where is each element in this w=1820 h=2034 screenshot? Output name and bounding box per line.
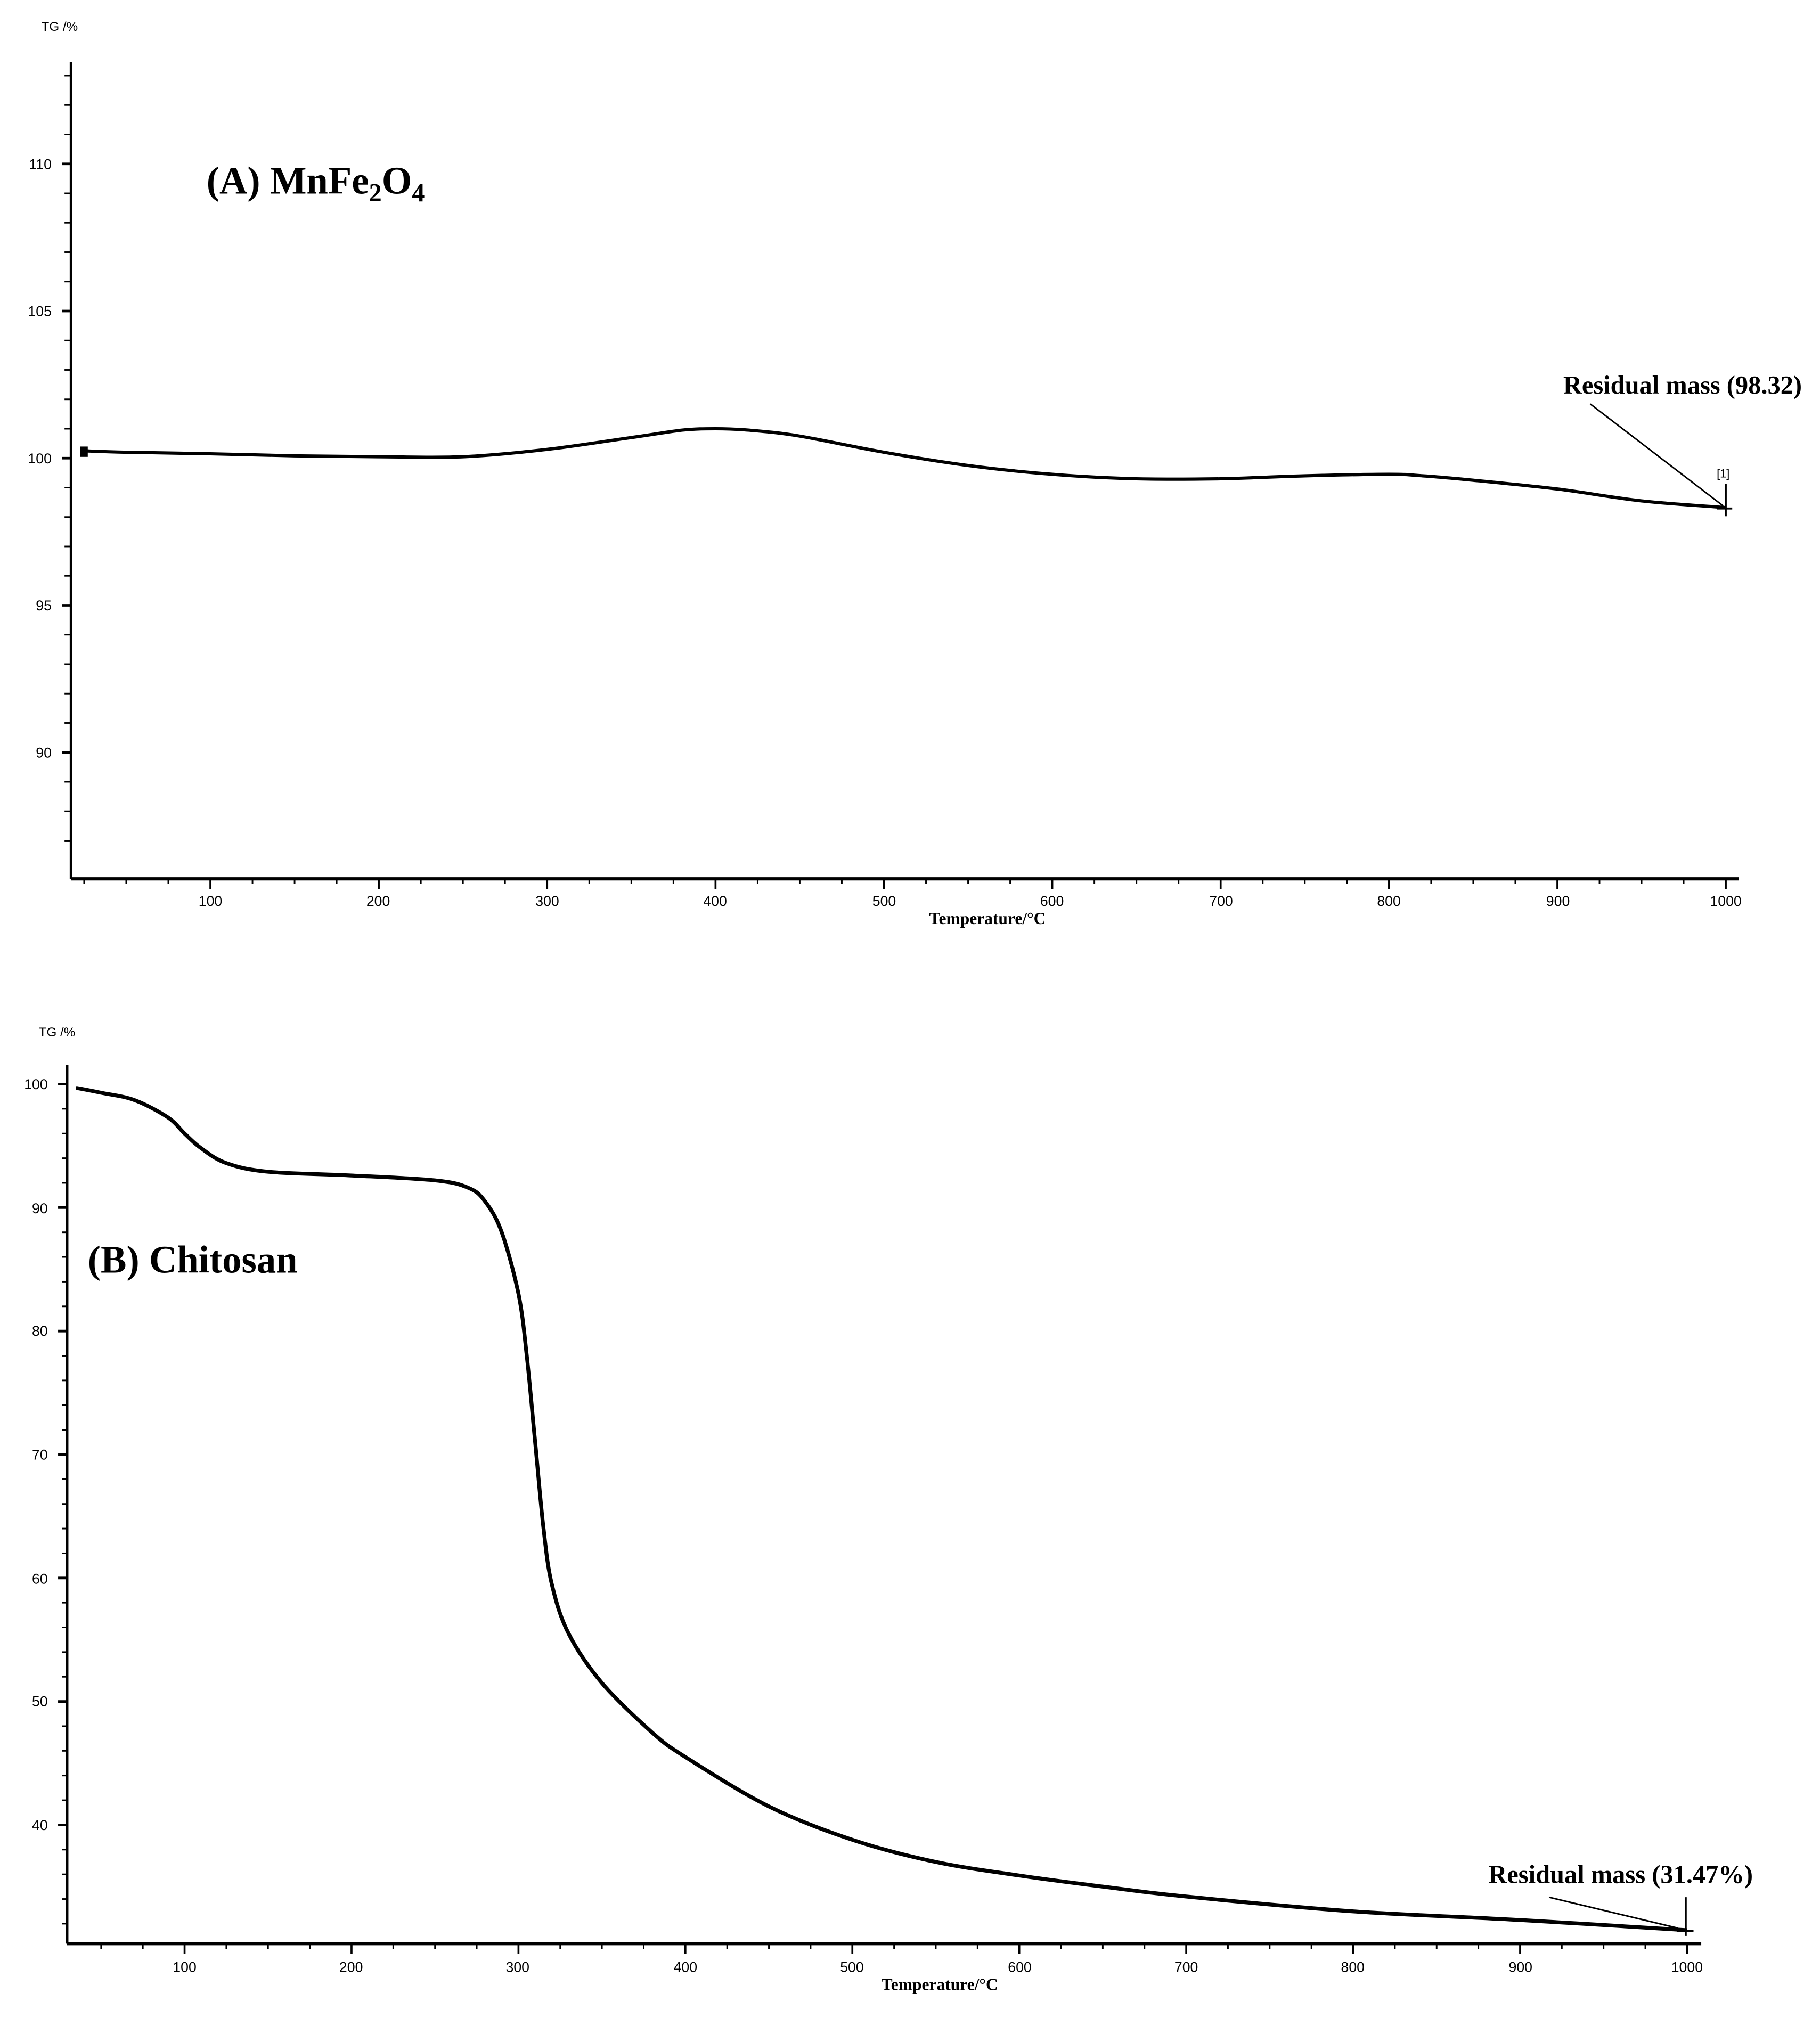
- panel-b-xtick: 200: [339, 1959, 363, 1975]
- panel-a-xtick: 200: [366, 893, 390, 909]
- panel-a-x-axis-title: Temperature/°C: [929, 909, 1046, 928]
- panel-a-x-ticks: [83, 879, 1727, 889]
- panel-a-xtick: 900: [1546, 893, 1570, 909]
- panel-b-title: (B) Chitosan: [88, 1238, 298, 1281]
- panel-b-y-ticks: [58, 1083, 68, 1925]
- panel-a-residual-annotation: Residual mass (98.32): [1563, 371, 1802, 399]
- panel-a-start-marker: [80, 446, 88, 457]
- panel-b-xtick: 100: [173, 1959, 196, 1975]
- panel-b-ytick-40: 40: [32, 1817, 48, 1833]
- panel-b-ytick-60: 60: [32, 1571, 48, 1587]
- panel-a-ytick-95: 95: [36, 598, 52, 614]
- panel-b-xtick: 400: [674, 1959, 697, 1975]
- panel-b-x-axis-title: Temperature/°C: [882, 1975, 998, 1994]
- panel-b-xtick: 300: [506, 1959, 529, 1975]
- panel-a-annotation-leader: [1589, 403, 1724, 507]
- panel-b-xtick: 800: [1341, 1959, 1365, 1975]
- panel-b-ytick-50: 50: [32, 1694, 48, 1710]
- panel-b-xtick: 900: [1509, 1959, 1532, 1975]
- panel-b-ytick-90: 90: [32, 1200, 48, 1216]
- panel-b-xtick: 500: [840, 1959, 863, 1975]
- panel-b-chart: TG /% 100 90 80 70 60 50 40 100 200 300 …: [24, 1025, 1753, 1994]
- panel-a-ytick-105: 105: [28, 304, 51, 320]
- panel-b-x-ticks: [100, 1943, 1688, 1954]
- panel-b-annotation-leader: [1548, 1896, 1678, 1929]
- panel-a-xtick: 800: [1377, 893, 1400, 909]
- panel-a-xtick: 1000: [1710, 893, 1741, 909]
- panel-b-residual-annotation: Residual mass (31.47%): [1488, 1860, 1753, 1889]
- panel-a-xtick: 300: [535, 893, 559, 909]
- panel-a-y-axis-title: TG /%: [42, 20, 78, 34]
- panel-b-xtick: 600: [1008, 1959, 1031, 1975]
- panel-a-ytick-110: 110: [29, 156, 51, 172]
- panel-b-tg-curve: [76, 1085, 1687, 1932]
- panel-a-title: (A) MnFe2O4: [207, 159, 425, 207]
- panel-b-y-axis-title: TG /%: [39, 1025, 76, 1040]
- panel-a-marker-label: [1]: [1717, 467, 1729, 480]
- panel-b-ytick-100: 100: [24, 1076, 47, 1092]
- panel-a-y-ticks: [62, 75, 71, 842]
- panel-a-chart: TG /% 110 105 100 95 90 100 200 300 400 …: [28, 20, 1802, 928]
- panel-b-ytick-80: 80: [32, 1323, 48, 1339]
- panel-a-xtick: 600: [1040, 893, 1064, 909]
- panel-a-ytick-100: 100: [28, 451, 51, 467]
- panel-a-tg-curve: [84, 427, 1726, 510]
- panel-a-xtick: 700: [1209, 893, 1233, 909]
- panel-a-ytick-90: 90: [36, 745, 52, 761]
- panel-a-xtick: 400: [703, 893, 727, 909]
- panel-a-xtick: 500: [872, 893, 896, 909]
- panel-b-xtick: 1000: [1671, 1959, 1703, 1975]
- panel-a-xtick: 100: [199, 893, 222, 909]
- panel-b-ytick-70: 70: [32, 1447, 48, 1463]
- panel-b-xtick: 700: [1174, 1959, 1198, 1975]
